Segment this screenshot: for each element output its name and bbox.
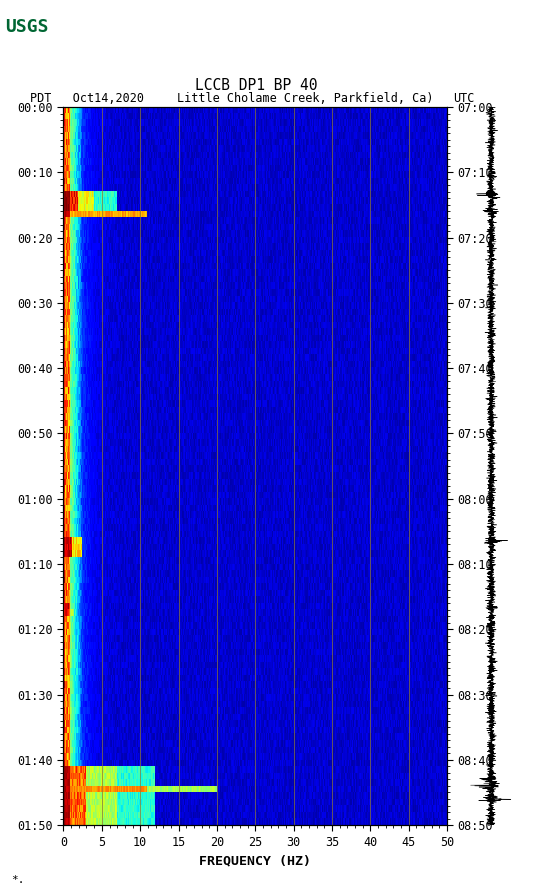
Text: LCCB DP1 BP 40: LCCB DP1 BP 40 — [195, 78, 318, 93]
Text: PDT   Oct14,2020: PDT Oct14,2020 — [30, 92, 145, 105]
Text: USGS: USGS — [6, 18, 49, 36]
Text: Little Cholame Creek, Parkfield, Ca): Little Cholame Creek, Parkfield, Ca) — [177, 92, 433, 105]
Text: UTC: UTC — [453, 92, 474, 105]
X-axis label: FREQUENCY (HZ): FREQUENCY (HZ) — [199, 854, 311, 867]
Text: *.: *. — [11, 875, 24, 885]
